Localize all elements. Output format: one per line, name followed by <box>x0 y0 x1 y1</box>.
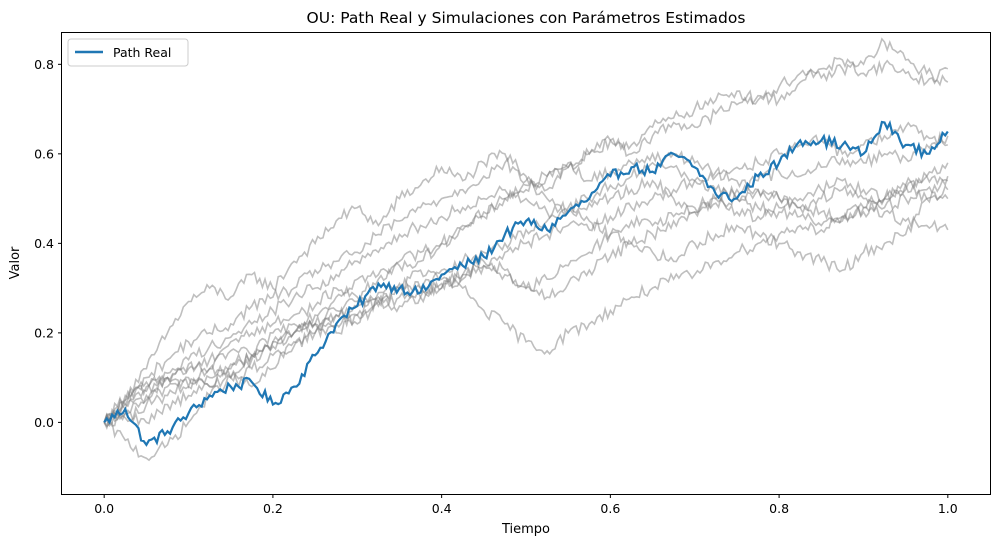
x-axis-label: Tiempo <box>501 522 550 537</box>
x-tick-label: 0.4 <box>432 501 452 516</box>
series-line-simulation-10 <box>103 131 949 428</box>
legend: Path Real <box>67 38 189 67</box>
chart-title: OU: Path Real y Simulaciones con Parámet… <box>307 9 746 27</box>
x-tick-label: 0.0 <box>94 501 114 516</box>
legend-label-path-real: Path Real <box>113 45 171 60</box>
x-tick-label: 1.0 <box>938 501 958 516</box>
series-line-simulation-9 <box>103 150 949 427</box>
series-line-simulation-2 <box>103 56 949 423</box>
y-tick-label: 0.2 <box>34 325 54 340</box>
series-layer <box>103 37 949 462</box>
x-axis: 0.0 0.2 0.4 0.6 0.8 1.0 <box>94 494 958 516</box>
series-line-simulation-3 <box>103 202 949 462</box>
y-tick-label: 0.8 <box>34 57 54 72</box>
plot-frame <box>61 32 991 495</box>
series-line-path-real <box>103 120 949 447</box>
y-tick-label: 0.6 <box>34 146 54 161</box>
x-tick-label: 0.8 <box>769 501 789 516</box>
y-tick-label: 0.4 <box>34 236 54 251</box>
y-axis-label: Valor <box>8 246 23 279</box>
series-line-simulation-5 <box>103 150 949 424</box>
y-tick-label: 0.0 <box>34 415 54 430</box>
series-line-simulation-4 <box>103 157 949 423</box>
x-tick-label: 0.6 <box>600 501 620 516</box>
x-tick-label: 0.2 <box>263 501 283 516</box>
y-axis: 0.0 0.2 0.4 0.6 0.8 <box>34 57 62 430</box>
series-line-simulation-8 <box>103 176 949 431</box>
legend-box <box>67 38 189 67</box>
